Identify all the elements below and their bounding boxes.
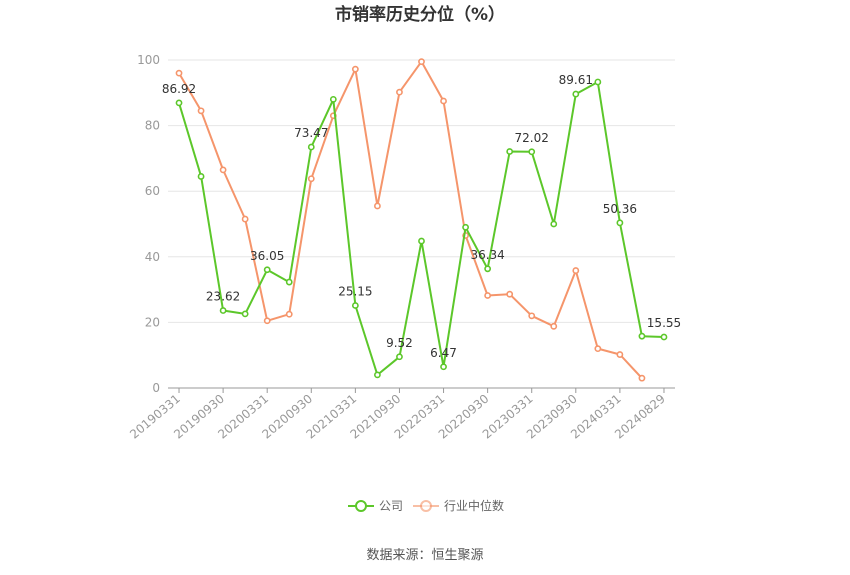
data-label: 15.55 [647, 316, 681, 330]
data-label: 36.34 [470, 248, 504, 262]
x-axis: 2019033120190930202003312020093020210331… [127, 387, 675, 442]
grid-lines [168, 59, 675, 323]
legend-swatch-marker [355, 500, 367, 512]
data-point[interactable] [506, 148, 514, 155]
data-point[interactable] [307, 175, 315, 183]
data-point[interactable] [351, 302, 359, 309]
data-point[interactable] [418, 237, 425, 245]
data-point[interactable] [440, 97, 447, 105]
y-tick-label: 80 [145, 119, 160, 133]
data-label: 89.61 [559, 73, 593, 87]
legend[interactable]: 公司 行业中位数 [348, 498, 504, 513]
data-point[interactable] [374, 202, 381, 210]
data-point[interactable] [594, 78, 602, 86]
data-point[interactable] [241, 215, 249, 223]
y-axis: 0 20 40 60 80 100 [137, 53, 160, 395]
data-point[interactable] [197, 107, 205, 115]
data-point[interactable] [550, 220, 558, 228]
data-point[interactable] [307, 143, 315, 151]
data-point[interactable] [506, 290, 514, 298]
data-point[interactable] [572, 90, 580, 98]
data-point[interactable] [175, 99, 183, 107]
series-line-1 [178, 60, 643, 379]
legend-item-0[interactable]: 公司 [348, 499, 403, 513]
data-point[interactable] [440, 363, 447, 371]
data-label: 23.62 [206, 290, 240, 304]
data-point[interactable] [616, 351, 624, 358]
data-point[interactable] [418, 58, 425, 66]
data-point[interactable] [528, 312, 536, 320]
data-point[interactable] [638, 374, 646, 382]
data-point[interactable] [550, 322, 558, 330]
data-point[interactable] [572, 267, 580, 274]
data-point[interactable] [263, 317, 271, 325]
data-point[interactable] [175, 69, 183, 77]
data-point[interactable] [616, 219, 624, 227]
data-point[interactable] [396, 88, 403, 96]
legend-label: 公司 [379, 499, 403, 513]
legend-label: 行业中位数 [444, 498, 504, 513]
y-tick-label: 60 [145, 184, 160, 198]
source-note: 数据来源：恒生聚源 [366, 548, 483, 563]
legend-item-1[interactable]: 行业中位数 [413, 498, 504, 513]
y-tick-label: 20 [145, 315, 160, 329]
data-point[interactable] [219, 166, 227, 174]
y-tick-label: 40 [145, 250, 160, 264]
data-point[interactable] [528, 148, 536, 156]
data-label: 6.47 [430, 346, 457, 360]
data-point[interactable] [285, 310, 293, 318]
data-label: 9.52 [386, 336, 413, 350]
data-point[interactable] [462, 223, 469, 231]
data-point[interactable] [197, 173, 205, 180]
chart-title: 市销率历史分位（%） [335, 4, 505, 25]
data-point[interactable] [638, 332, 646, 340]
data-point[interactable] [484, 292, 492, 299]
y-tick-label: 0 [152, 381, 160, 395]
data-point[interactable] [329, 95, 337, 103]
y-tick-label: 100 [137, 53, 160, 67]
series-layer [175, 58, 668, 382]
data-point[interactable] [660, 333, 668, 341]
legend-swatch-marker [420, 500, 432, 512]
data-point[interactable] [241, 310, 249, 318]
data-label: 36.05 [250, 249, 284, 263]
data-point[interactable] [374, 371, 381, 379]
data-point[interactable] [351, 65, 359, 73]
data-label: 25.15 [338, 285, 372, 299]
data-label: 50.36 [603, 202, 637, 216]
data-point[interactable] [285, 278, 293, 286]
data-label: 73.47 [294, 126, 328, 140]
data-point[interactable] [219, 307, 227, 314]
data-labels: 86.92 23.62 36.05 73.47 25.15 9.52 6.47 36.34 72… [162, 73, 681, 360]
data-label: 86.92 [162, 82, 196, 96]
data-point[interactable] [396, 353, 403, 361]
data-point[interactable] [263, 266, 271, 274]
data-label: 72.02 [515, 131, 549, 145]
data-point[interactable] [484, 265, 492, 273]
data-point[interactable] [594, 345, 602, 353]
